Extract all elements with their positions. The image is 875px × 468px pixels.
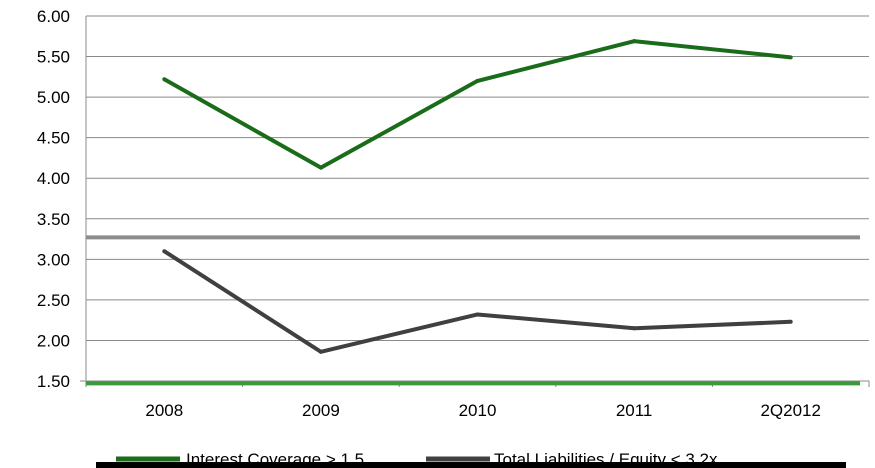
data-point — [475, 78, 480, 83]
y-tick-label: 3.50 — [37, 210, 70, 229]
series-line — [163, 249, 791, 354]
x-tick-label: 2010 — [459, 401, 497, 420]
data-point — [162, 77, 167, 82]
reference-lines — [86, 235, 860, 386]
y-tick-label: 5.00 — [37, 88, 70, 107]
y-tick-label: 4.50 — [37, 129, 70, 148]
legend-divider-bar — [96, 462, 846, 468]
y-tick-label: 4.00 — [37, 169, 70, 188]
data-point — [475, 312, 480, 317]
x-tick-label: 2009 — [302, 401, 340, 420]
data-point — [632, 326, 637, 331]
series-line — [163, 39, 791, 170]
y-tick-label: 5.50 — [37, 48, 70, 67]
series-lines — [162, 39, 793, 354]
gridlines — [80, 15, 870, 387]
y-tick-label: 2.00 — [37, 331, 70, 350]
y-tick-label: 1.50 — [37, 372, 70, 391]
data-point — [318, 349, 323, 354]
x-tick-label: 2Q2012 — [760, 401, 821, 420]
x-tick-label: 2011 — [616, 401, 653, 420]
data-point — [632, 39, 637, 44]
y-axis-tick-labels: 6.00 5.50 5.00 4.50 4.00 3.50 3.00 2.50 2.00 1.50 — [37, 7, 70, 391]
data-point — [788, 319, 793, 324]
data-point — [318, 165, 323, 170]
data-point — [162, 249, 167, 254]
y-tick-label: 3.00 — [37, 250, 70, 269]
data-point — [788, 55, 793, 60]
x-tick-label: 2008 — [145, 401, 183, 420]
y-tick-label: 6.00 — [37, 7, 70, 26]
y-tick-label: 2.50 — [37, 291, 70, 310]
x-axis-tick-labels: 2008 2009 2010 2011 2Q2012 — [145, 401, 821, 420]
